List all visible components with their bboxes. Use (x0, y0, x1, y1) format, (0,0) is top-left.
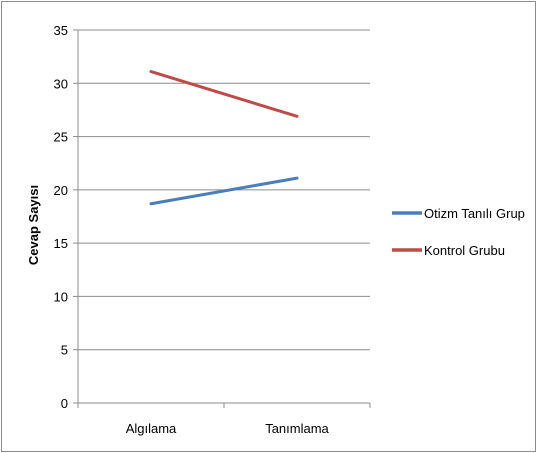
x-tick-label: Algılama (126, 421, 177, 436)
y-tick-label: 15 (54, 236, 68, 251)
y-tick-label: 0 (61, 396, 68, 411)
y-tick-label: 25 (54, 130, 68, 145)
legend-label-1: Kontrol Grubu (424, 243, 505, 258)
axes (73, 29, 371, 408)
series-lines (149, 70, 299, 206)
y-tick-label: 10 (54, 289, 68, 304)
y-tick-label: 30 (54, 76, 68, 91)
tick-labels: 0 5 10 15 20 25 30 35 Algılama Tanımlama (54, 23, 330, 436)
series-line-1 (149, 70, 299, 118)
y-tick-label: 5 (61, 343, 68, 358)
series-line-0 (149, 176, 299, 206)
y-tick-label: 20 (54, 183, 68, 198)
y-tick-label: 35 (54, 23, 68, 38)
legend: Otizm Tanılı Grup Kontrol Grubu (392, 206, 525, 258)
legend-label-0: Otizm Tanılı Grup (424, 206, 525, 221)
x-tick-label: Tanımlama (265, 421, 329, 436)
y-axis-title: Cevap Sayısı (26, 185, 41, 265)
grid-lines (78, 29, 370, 351)
